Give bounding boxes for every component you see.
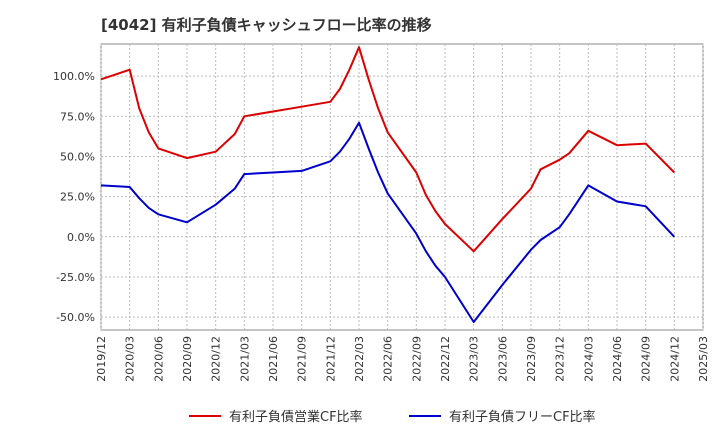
x-tick-label: 2024/12 — [668, 336, 681, 382]
x-tick-label: 2021/06 — [267, 336, 280, 382]
x-tick-label: 2020/06 — [152, 336, 165, 382]
series-line-free-cf — [100, 121, 676, 323]
x-tick-label: 2022/09 — [410, 336, 423, 382]
axis-labels: 2019/12 2020/03 2020/06 2020/09 2020/12 2021/… — [53, 70, 710, 382]
x-tick-label: 2023/09 — [525, 336, 538, 382]
x-tick-label: 2020/12 — [210, 336, 223, 382]
plot-background — [100, 43, 704, 331]
series-lines — [100, 46, 676, 323]
legend-item-free-cf: 有利子負債フリーCF比率 — [409, 406, 596, 425]
x-tick-label: 2021/09 — [296, 336, 309, 382]
y-tick-label: -50.0% — [56, 311, 95, 324]
x-tick-label: 2023/12 — [554, 336, 567, 382]
legend-swatch-operating-cf — [189, 414, 221, 417]
y-tick-label: 50.0% — [60, 150, 95, 163]
legend-label-free-cf: 有利子負債フリーCF比率 — [449, 410, 596, 425]
y-tick-label: 25.0% — [60, 191, 95, 204]
legend-item-operating-cf: 有利子負債営業CF比率 — [189, 406, 363, 425]
x-tick-label: 2021/12 — [324, 336, 337, 382]
series-line-operating-cf — [100, 46, 676, 253]
x-tick-label: 2022/03 — [353, 336, 366, 382]
x-tick-label: 2024/03 — [582, 336, 595, 382]
legend: 有利子負債営業CF比率 有利子負債フリーCF比率 — [0, 406, 720, 426]
x-tick-label: 2020/09 — [181, 336, 194, 382]
x-tick-label: 2019/12 — [95, 336, 108, 382]
grid-lines — [100, 44, 704, 330]
x-tick-label: 2024/06 — [611, 336, 624, 382]
x-tick-label: 2021/03 — [238, 336, 251, 382]
x-tick-label: 2022/12 — [439, 336, 452, 382]
x-tick-label: 2024/09 — [640, 336, 653, 382]
x-tick-label: 2020/03 — [124, 336, 137, 382]
legend-label-operating-cf: 有利子負債営業CF比率 — [229, 410, 363, 425]
y-tick-label: 0.0% — [67, 231, 95, 244]
x-tick-label: 2023/03 — [468, 336, 481, 382]
y-tick-label: 100.0% — [53, 70, 95, 83]
legend-swatch-free-cf — [409, 414, 441, 417]
x-tick-label: 2023/06 — [496, 336, 509, 382]
y-tick-label: 75.0% — [60, 110, 95, 123]
chart-title: [4042] 有利子負債キャッシュフロー比率の推移 — [101, 16, 432, 34]
y-tick-label: -25.0% — [56, 271, 95, 284]
x-tick-label: 2022/06 — [382, 336, 395, 382]
x-tick-label: 2025/03 — [697, 336, 710, 382]
